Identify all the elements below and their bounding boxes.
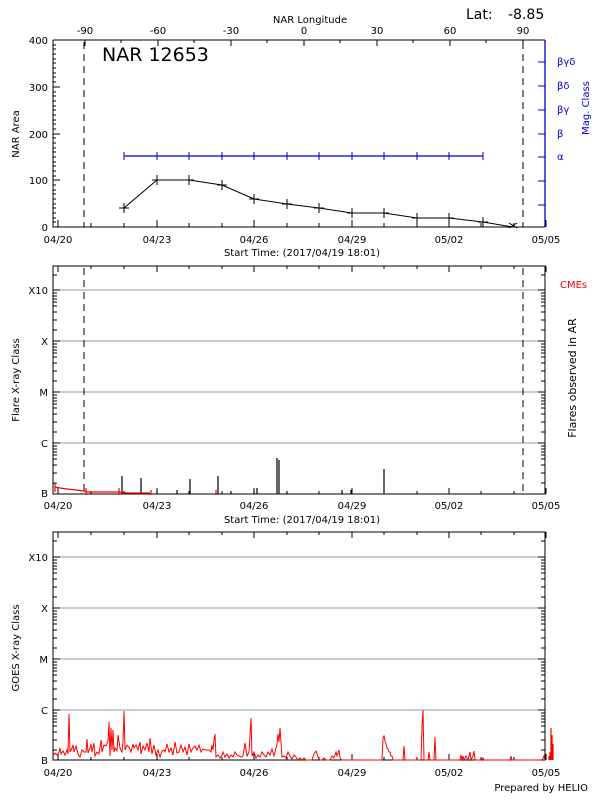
svg-text:C: C [41, 706, 48, 717]
svg-text:04/23: 04/23 [143, 501, 172, 512]
panel-nar-area: 400 300 200 100 0 NAR Area βγδ βδ βγ β α… [11, 36, 592, 259]
y-axis-label: GOES X-ray Class [11, 604, 22, 691]
svg-text:-30: -30 [223, 26, 239, 37]
svg-text:200: 200 [29, 130, 48, 141]
svg-text:05/05: 05/05 [532, 235, 561, 246]
top-axis-ticks: -90 -60 -30 0 30 60 90 [77, 26, 530, 37]
svg-text:04/29: 04/29 [338, 235, 367, 246]
top-axis-title: NAR Longitude [273, 15, 347, 26]
svg-text:60: 60 [444, 26, 457, 37]
svg-text:05/02: 05/02 [435, 501, 464, 512]
svg-text:04/20: 04/20 [44, 501, 73, 512]
goes-flux-series [52, 709, 546, 762]
svg-text:X: X [41, 604, 48, 615]
panel-flares: X10 X M C B Flare X-ray Class Flares obs… [11, 265, 587, 526]
svg-text:βδ: βδ [557, 81, 570, 92]
svg-text:X10: X10 [28, 286, 48, 297]
svg-text:M: M [39, 655, 48, 666]
svg-text:βγδ: βγδ [557, 57, 575, 68]
svg-text:C: C [41, 439, 48, 450]
svg-text:-90: -90 [77, 26, 93, 37]
right-axis-label: Mag. Class [581, 81, 592, 135]
cme-series [54, 483, 217, 495]
region-title: NAR 12653 [102, 44, 209, 66]
svg-text:05/05: 05/05 [532, 768, 561, 779]
svg-text:300: 300 [29, 83, 48, 94]
svg-text:0: 0 [301, 26, 307, 37]
lat-value: -8.85 [508, 7, 544, 23]
mag-class-series [123, 152, 484, 160]
svg-text:30: 30 [371, 26, 384, 37]
svg-text:0: 0 [42, 223, 48, 234]
y-axis-label: Flare X-ray Class [11, 338, 22, 422]
svg-text:05/02: 05/02 [435, 768, 464, 779]
svg-text:B: B [41, 489, 48, 500]
nar-area-series [119, 175, 518, 229]
svg-text:100: 100 [29, 176, 48, 187]
svg-text:90: 90 [517, 26, 530, 37]
svg-text:05/05: 05/05 [532, 501, 561, 512]
svg-text:05/02: 05/02 [435, 235, 464, 246]
svg-text:04/20: 04/20 [44, 768, 73, 779]
flare-bars [121, 458, 385, 494]
cme-legend: CMEs [560, 280, 587, 291]
credit: Prepared by HELIO [494, 783, 588, 794]
right-axis-label: Flares observed in AR [566, 318, 579, 438]
svg-text:βγ: βγ [557, 105, 569, 116]
grid [54, 289, 544, 444]
svg-text:X10: X10 [28, 553, 48, 564]
svg-text:04/26: 04/26 [240, 501, 269, 512]
svg-text:α: α [557, 152, 564, 163]
svg-text:04/29: 04/29 [338, 768, 367, 779]
svg-text:400: 400 [29, 36, 48, 47]
lat-label: Lat: [466, 7, 493, 23]
svg-text:04/26: 04/26 [240, 768, 269, 779]
x-axis-label: Start Time: (2017/04/19 18:01) [224, 515, 380, 526]
svg-text:04/26: 04/26 [240, 235, 269, 246]
svg-text:M: M [39, 388, 48, 399]
svg-text:04/23: 04/23 [143, 768, 172, 779]
svg-text:B: B [41, 756, 48, 767]
svg-text:04/20: 04/20 [44, 235, 73, 246]
panel-goes: X10 X M C B GOES X-ray Class 04/20 04/23… [11, 531, 561, 779]
svg-text:β: β [557, 129, 563, 140]
y-axis-label: NAR Area [11, 110, 22, 157]
x-axis-label: Start Time: (2017/04/19 18:01) [224, 248, 380, 259]
svg-text:04/23: 04/23 [143, 235, 172, 246]
svg-text:X: X [41, 337, 48, 348]
svg-text:04/29: 04/29 [338, 501, 367, 512]
svg-text:-60: -60 [150, 26, 166, 37]
